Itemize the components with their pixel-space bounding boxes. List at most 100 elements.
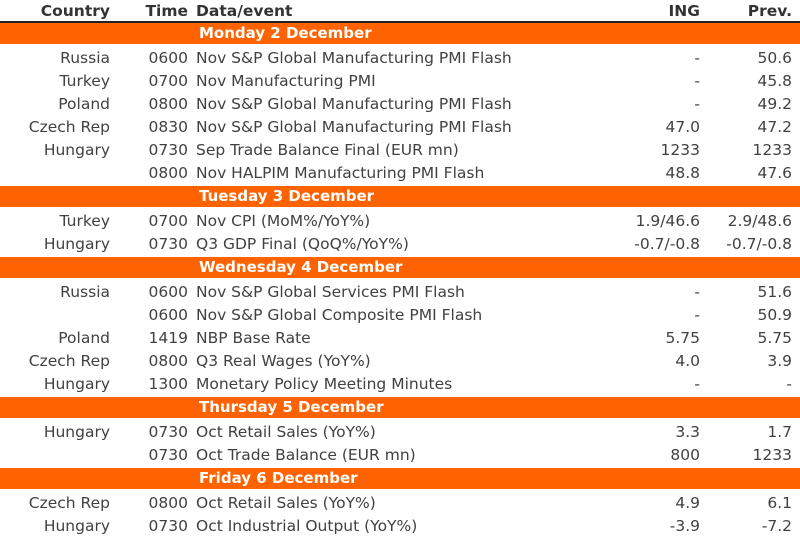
cell-previous-value: 47.6	[757, 163, 792, 182]
cell-previous-value: 45.8	[757, 71, 792, 90]
cell-data-event: Q3 GDP Final (QoQ%/YoY%)	[196, 234, 409, 253]
day-section: Friday 6 December Czech Rep 0800 Oct Ret…	[0, 468, 800, 537]
cell-country: Czech Rep	[28, 117, 110, 136]
day-section-rows: Hungary 0730 Oct Retail Sales (YoY%) 3.3…	[0, 420, 800, 466]
cell-ing-forecast: -	[694, 94, 700, 113]
cell-time: 0730	[148, 422, 188, 441]
day-section-band: Wednesday 4 December	[0, 257, 800, 278]
column-header-time: Time	[145, 1, 188, 20]
event-row: Russia 0600 Nov S&P Global Manufacturing…	[0, 46, 800, 69]
event-row: Turkey 0700 Nov CPI (MoM%/YoY%) 1.9/46.6…	[0, 209, 800, 232]
cell-country: Turkey	[59, 71, 110, 90]
cell-country: Hungary	[43, 234, 110, 253]
cell-country: Poland	[58, 328, 110, 347]
cell-previous-value: 1.7	[767, 422, 792, 441]
event-row: Czech Rep 0830 Nov S&P Global Manufactur…	[0, 115, 800, 138]
day-section-title: Thursday 5 December	[199, 398, 384, 416]
cell-time: 0800	[148, 163, 188, 182]
cell-ing-forecast: 800	[670, 445, 700, 464]
cell-time: 0730	[148, 516, 188, 535]
cell-data-event: Nov Manufacturing PMI	[196, 71, 376, 90]
day-section: Monday 2 December Russia 0600 Nov S&P Gl…	[0, 23, 800, 184]
cell-time: 1300	[148, 374, 188, 393]
cell-data-event: Nov S&P Global Manufacturing PMI Flash	[196, 48, 512, 67]
cell-country: Poland	[58, 94, 110, 113]
day-section-band: Monday 2 December	[0, 23, 800, 44]
day-section: Thursday 5 December Hungary 0730 Oct Ret…	[0, 397, 800, 466]
cell-data-event: Nov S&P Global Composite PMI Flash	[196, 305, 483, 324]
cell-time: 0730	[148, 140, 188, 159]
cell-data-event: Oct Retail Sales (YoY%)	[196, 493, 376, 512]
cell-ing-forecast: -	[694, 71, 700, 90]
day-section-rows: Turkey 0700 Nov CPI (MoM%/YoY%) 1.9/46.6…	[0, 209, 800, 255]
cell-previous-value: 2.9/48.6	[727, 211, 792, 230]
cell-country: Russia	[60, 48, 110, 67]
event-row: 0800 Nov HALPIM Manufacturing PMI Flash …	[0, 161, 800, 184]
cell-previous-value: 6.1	[767, 493, 792, 512]
event-row: Czech Rep 0800 Oct Retail Sales (YoY%) 4…	[0, 491, 800, 514]
cell-previous-value: 49.2	[757, 94, 792, 113]
cell-previous-value: -0.7/-0.8	[726, 234, 792, 253]
cell-data-event: Nov CPI (MoM%/YoY%)	[196, 211, 371, 230]
cell-time: 0600	[148, 282, 188, 301]
day-section-rows: Czech Rep 0800 Oct Retail Sales (YoY%) 4…	[0, 491, 800, 537]
cell-time: 0800	[148, 493, 188, 512]
cell-ing-forecast: -	[694, 48, 700, 67]
cell-data-event: Oct Industrial Output (YoY%)	[196, 516, 418, 535]
event-row: Russia 0600 Nov S&P Global Services PMI …	[0, 280, 800, 303]
cell-data-event: Oct Retail Sales (YoY%)	[196, 422, 376, 441]
cell-country: Hungary	[43, 516, 110, 535]
cell-previous-value: -7.2	[761, 516, 792, 535]
cell-previous-value: 51.6	[757, 282, 792, 301]
cell-ing-forecast: -	[694, 305, 700, 324]
cell-ing-forecast: 4.9	[675, 493, 700, 512]
cell-previous-value: 5.75	[757, 328, 792, 347]
cell-country: Turkey	[59, 211, 110, 230]
cell-data-event: Oct Trade Balance (EUR mn)	[196, 445, 416, 464]
cell-previous-value: 3.9	[767, 351, 792, 370]
column-header-data-event: Data/event	[196, 1, 293, 20]
cell-previous-value: 47.2	[757, 117, 792, 136]
cell-previous-value: 50.6	[757, 48, 792, 67]
cell-previous-value: 50.9	[757, 305, 792, 324]
cell-ing-forecast: -	[694, 282, 700, 301]
day-section-title: Friday 6 December	[199, 469, 358, 487]
event-row: Poland 0800 Nov S&P Global Manufacturing…	[0, 92, 800, 115]
cell-time: 0600	[148, 48, 188, 67]
cell-data-event: Nov HALPIM Manufacturing PMI Flash	[196, 163, 485, 182]
cell-time: 0600	[148, 305, 188, 324]
cell-country: Czech Rep	[28, 351, 110, 370]
day-section-rows: Russia 0600 Nov S&P Global Manufacturing…	[0, 46, 800, 184]
day-section-band: Tuesday 3 December	[0, 186, 800, 207]
cell-data-event: Q3 Real Wages (YoY%)	[196, 351, 371, 370]
cell-data-event: Sep Trade Balance Final (EUR mn)	[196, 140, 459, 159]
column-header-country: Country	[40, 1, 110, 20]
cell-previous-value: 1233	[752, 445, 792, 464]
event-row: Hungary 1300 Monetary Policy Meeting Min…	[0, 372, 800, 395]
cell-data-event: Nov S&P Global Manufacturing PMI Flash	[196, 117, 512, 136]
cell-data-event: NBP Base Rate	[196, 328, 311, 347]
cell-country: Hungary	[43, 422, 110, 441]
cell-ing-forecast: 5.75	[665, 328, 700, 347]
cell-ing-forecast: 3.3	[675, 422, 700, 441]
day-section: Wednesday 4 December Russia 0600 Nov S&P…	[0, 257, 800, 395]
cell-ing-forecast: 48.8	[665, 163, 700, 182]
day-section: Tuesday 3 December Turkey 0700 Nov CPI (…	[0, 186, 800, 255]
day-section-title: Tuesday 3 December	[199, 187, 375, 205]
cell-ing-forecast: 4.0	[675, 351, 700, 370]
cell-country: Hungary	[43, 374, 110, 393]
day-section-band: Thursday 5 December	[0, 397, 800, 418]
day-section-band: Friday 6 December	[0, 468, 800, 489]
cell-data-event: Monetary Policy Meeting Minutes	[196, 374, 453, 393]
cell-time: 0730	[148, 445, 188, 464]
cell-data-event: Nov S&P Global Services PMI Flash	[196, 282, 465, 301]
cell-previous-value: 1233	[752, 140, 792, 159]
column-header-ing: ING	[668, 1, 700, 20]
cell-time: 1419	[148, 328, 188, 347]
cell-time: 0800	[148, 351, 188, 370]
cell-time: 0700	[148, 211, 188, 230]
cell-time: 0700	[148, 71, 188, 90]
event-row: Hungary 0730 Sep Trade Balance Final (EU…	[0, 138, 800, 161]
event-row: Turkey 0700 Nov Manufacturing PMI - 45.8	[0, 69, 800, 92]
